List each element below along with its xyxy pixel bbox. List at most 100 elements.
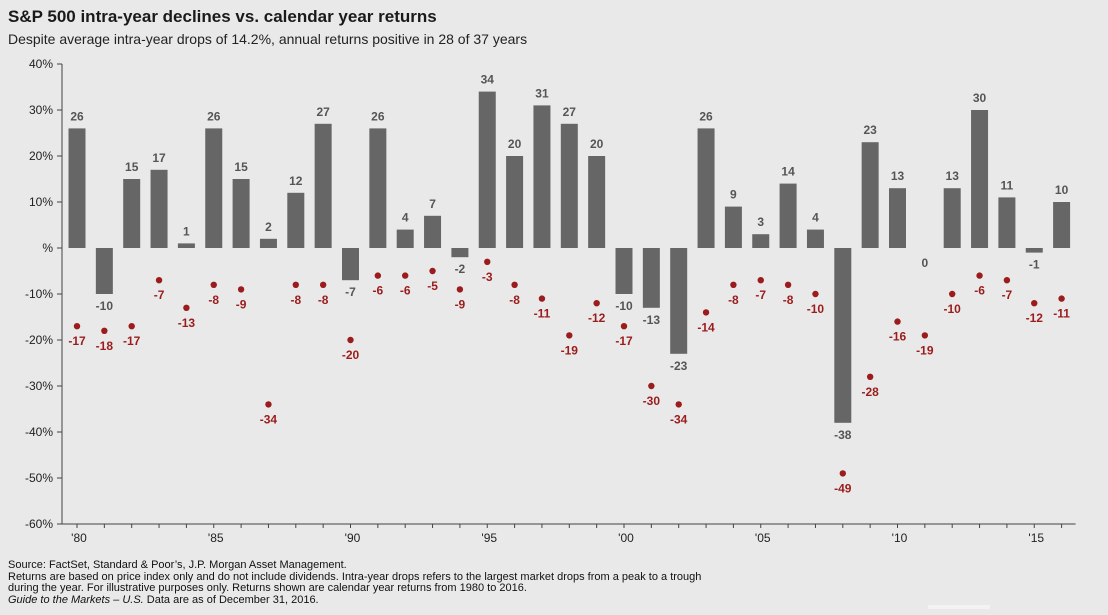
return-bar [205, 128, 223, 248]
return-bar [861, 142, 879, 248]
decline-dot [921, 332, 929, 339]
decline-dot [1058, 295, 1065, 302]
decline-dot [73, 323, 81, 330]
watermark-logo [928, 605, 990, 609]
data-date: Data are as of December 31, 2016. [143, 593, 319, 606]
decline-dot [976, 272, 983, 279]
decline-dot [839, 470, 846, 477]
return-label: 15 [234, 160, 248, 174]
return-bar [998, 197, 1016, 248]
decline-label: -7 [1002, 288, 1013, 302]
decline-label: -8 [728, 293, 739, 307]
decline-label: -19 [561, 343, 579, 357]
return-bar [314, 123, 332, 248]
decline-dot [292, 281, 299, 288]
return-label: 0 [922, 256, 929, 270]
decline-dot [319, 281, 327, 288]
y-tick-label: 40% [29, 57, 53, 71]
decline-label: -8 [290, 293, 301, 307]
chart-area: 40% 30% 20% 10%% -10% -20% -30% -40% -50% -60% 26 -… [25, 57, 1076, 545]
return-label: 31 [535, 86, 549, 100]
return-bar [779, 183, 797, 248]
return-label: 13 [946, 169, 960, 183]
return-label: -1 [1029, 258, 1040, 272]
decline-label: -12 [588, 311, 606, 325]
decline-dot [101, 327, 108, 334]
x-tick-label: '05 [755, 531, 771, 545]
decline-dot [566, 332, 573, 339]
decline-label: -8 [783, 293, 794, 307]
return-label: 2 [265, 220, 272, 234]
return-label: 9 [730, 188, 737, 202]
decline-label: -30 [643, 394, 661, 408]
decline-dot [265, 401, 272, 408]
decline-dot [784, 281, 792, 288]
return-bar [724, 206, 742, 248]
return-bar [342, 248, 359, 281]
return-bar [123, 179, 141, 248]
y-tick-label: -60% [25, 517, 53, 531]
return-label: 17 [152, 151, 166, 165]
return-label: 15 [125, 160, 139, 174]
return-bar [396, 229, 414, 248]
return-label: 1 [183, 224, 190, 238]
return-label: -23 [670, 359, 688, 373]
decline-dot [128, 323, 135, 330]
return-bar [752, 234, 770, 248]
decline-label: -7 [154, 288, 165, 302]
return-bar [533, 105, 551, 249]
guide-note: Guide to the Markets – U.S. Data are as … [8, 593, 701, 607]
return-bar [424, 215, 442, 248]
decline-dot [456, 286, 464, 293]
decline-label: -34 [670, 412, 688, 426]
decline-dot [210, 281, 217, 288]
return-bar [943, 188, 961, 248]
decline-dot [648, 382, 655, 390]
decline-dot [155, 277, 163, 284]
return-label: 12 [289, 174, 303, 188]
return-bar [177, 243, 195, 248]
return-bar [369, 128, 387, 248]
return-label: 3 [757, 215, 764, 229]
decline-label: -3 [482, 270, 493, 284]
return-label: -7 [345, 285, 356, 299]
y-tick-label: 10% [29, 195, 53, 209]
return-label: 20 [508, 137, 522, 151]
x-tick-label: '00 [618, 531, 634, 545]
decline-dot [620, 323, 628, 330]
decline-label: -8 [318, 293, 329, 307]
return-bar [451, 248, 469, 258]
decline-label: -17 [615, 334, 633, 348]
decline-label: -5 [427, 279, 438, 293]
decline-dot [511, 281, 518, 288]
return-bar [506, 156, 524, 248]
decline-label: -12 [1026, 311, 1044, 325]
decline-dot [702, 309, 710, 316]
decline-label: -49 [834, 481, 852, 495]
chart-subtitle: Despite average intra-year drops of 14.2… [8, 31, 528, 47]
return-label: -10 [615, 299, 633, 313]
return-label: 4 [402, 211, 409, 225]
decline-label: -9 [236, 297, 247, 311]
decline-label: -18 [96, 339, 114, 353]
x-tick-label: '15 [1028, 531, 1044, 545]
decline-dot [812, 290, 819, 298]
decline-dot [675, 401, 682, 408]
x-tick-label: '10 [892, 531, 908, 545]
return-label: -2 [455, 262, 466, 276]
decline-label: -10 [807, 302, 825, 316]
return-label: 20 [590, 137, 604, 151]
decline-label: -14 [697, 320, 715, 334]
return-label: 14 [781, 165, 795, 179]
return-bar [1025, 248, 1043, 253]
decline-label: -6 [974, 284, 985, 298]
return-bar [478, 91, 496, 248]
return-label: -10 [96, 299, 114, 313]
footer: Source: FactSet, Standard & Poor’s, J.P.… [8, 559, 701, 607]
return-label: 11 [1001, 178, 1014, 192]
return-bar [834, 248, 852, 423]
return-bar [971, 110, 989, 248]
decline-label: -7 [755, 288, 766, 302]
return-bar [670, 248, 688, 354]
return-label: 34 [481, 73, 495, 87]
